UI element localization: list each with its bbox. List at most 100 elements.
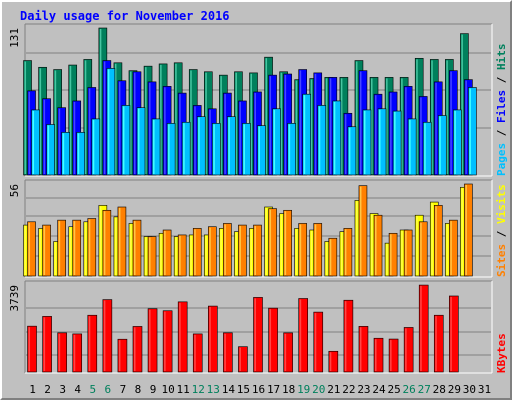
bar-kbytes-day-21: [328, 350, 339, 373]
x-tick-day-18: 18: [282, 383, 295, 396]
bar-highlight-kbytes-day-28: [435, 316, 437, 371]
bar-highlight-visits-day-20: [310, 231, 313, 275]
bar-highlight-kbytes-day-19: [299, 299, 302, 371]
bar-highlight-hits-day-1: [24, 61, 27, 174]
x-tick-day-20: 20: [312, 383, 325, 396]
bar-highlight-pages-day-24: [379, 109, 381, 174]
bar-highlight-sites-day-25: [390, 234, 392, 275]
bar-highlight-sites-day-28: [435, 206, 437, 275]
bar-highlight-files-day-18: [284, 75, 287, 174]
bar-highlight-pages-day-28: [439, 116, 441, 174]
bar-sites-day-26: [403, 229, 413, 277]
bar-highlight-visits-day-12: [190, 235, 192, 275]
bar-sites-day-5: [87, 218, 97, 277]
ylabel-part: Pages: [495, 143, 508, 176]
bar-highlight-kbytes-day-27: [420, 286, 422, 371]
bar-sites-day-15: [238, 224, 247, 277]
bar-pages-day-23: [362, 109, 372, 176]
x-tick-day-17: 17: [267, 383, 280, 396]
bar-highlight-sites-day-29: [450, 221, 452, 275]
bar-pages-day-15: [242, 123, 251, 176]
bar-kbytes-day-28: [433, 314, 444, 373]
bar-pages-day-12: [196, 116, 206, 176]
bar-highlight-sites-day-20: [314, 224, 317, 275]
bar-pages-day-22: [347, 126, 357, 176]
bar-highlight-sites-day-14: [224, 224, 226, 275]
bar-highlight-pages-day-12: [198, 117, 200, 174]
bar-sites-day-8: [132, 219, 142, 277]
bar-highlight-pages-day-11: [183, 123, 185, 174]
bar-highlight-kbytes-day-24: [375, 339, 377, 371]
bar-highlight-visits-day-21: [325, 242, 328, 275]
bar-kbytes-day-14: [223, 332, 233, 373]
bar-highlight-sites-day-7: [118, 208, 121, 275]
bar-highlight-files-day-6: [103, 61, 106, 174]
bar-sites-day-27: [418, 221, 428, 277]
x-tick-day-16: 16: [252, 383, 265, 396]
bar-highlight-hits-day-11: [175, 63, 177, 175]
bar-highlight-hits-day-25: [386, 78, 388, 174]
bar-pages-day-24: [377, 108, 387, 176]
bar-highlight-files-day-10: [164, 87, 166, 174]
bar-sites-day-1: [27, 221, 36, 277]
bar-highlight-hits-day-13: [205, 72, 207, 174]
bar-highlight-kbytes-day-26: [405, 328, 407, 371]
bar-pages-day-20: [317, 105, 327, 176]
bar-sites-day-6: [102, 209, 112, 277]
bar-kbytes-day-26: [403, 327, 414, 373]
x-tick-day-12: 12: [192, 383, 205, 396]
bar-highlight-hits-day-24: [371, 78, 373, 174]
bar-highlight-kbytes-day-6: [103, 300, 106, 371]
bar-highlight-pages-day-23: [363, 110, 366, 174]
bar-highlight-kbytes-day-21: [329, 352, 332, 371]
bar-highlight-visits-day-18: [280, 214, 283, 275]
bar-highlight-kbytes-day-18: [284, 333, 287, 371]
bar-highlight-pages-day-20: [318, 106, 321, 174]
bar-highlight-files-day-12: [194, 106, 196, 174]
bar-highlight-files-day-26: [405, 87, 407, 174]
bar-highlight-hits-day-29: [446, 60, 448, 174]
bar-highlight-visits-day-26: [401, 231, 403, 275]
bar-highlight-sites-day-19: [299, 224, 302, 275]
bar-highlight-sites-day-17: [269, 209, 272, 275]
bar-highlight-sites-day-4: [73, 221, 76, 275]
bar-highlight-sites-day-27: [420, 222, 422, 275]
bar-highlight-visits-day-25: [386, 244, 388, 275]
bar-pages-day-7: [121, 105, 131, 176]
chart-title: Daily usage for November 2016: [20, 9, 230, 23]
ylabel-part: Visits: [495, 184, 508, 224]
bar-highlight-sites-day-10: [164, 231, 166, 275]
bar-highlight-kbytes-day-15: [239, 347, 241, 371]
bar-kbytes-day-24: [373, 337, 384, 373]
bar-pages-day-5: [91, 118, 101, 176]
bar-highlight-pages-day-29: [454, 110, 456, 174]
bar-highlight-visits-day-8: [129, 224, 132, 275]
bar-pages-day-18: [287, 123, 296, 176]
ylabel-part: /: [495, 70, 508, 90]
bar-highlight-sites-day-2: [43, 226, 46, 275]
bar-highlight-pages-day-13: [213, 124, 215, 174]
bar-kbytes-day-1: [27, 325, 37, 373]
bar-highlight-files-day-2: [43, 99, 46, 174]
ylabel-part: /: [495, 123, 508, 143]
bar-highlight-sites-day-15: [239, 226, 241, 275]
bar-kbytes-day-16: [253, 297, 263, 373]
bar-pages-day-30: [468, 87, 477, 176]
bar-highlight-visits-day-16: [250, 229, 252, 275]
bar-highlight-visits-day-2: [39, 229, 42, 275]
bar-pages-day-3: [61, 132, 70, 176]
x-tick-day-7: 7: [120, 383, 127, 396]
bar-highlight-visits-day-15: [235, 232, 237, 275]
bar-highlight-visits-day-28: [431, 203, 433, 275]
bar-highlight-visits-day-30: [461, 188, 463, 275]
bar-sites-day-23: [358, 185, 368, 277]
bar-pages-day-17: [272, 108, 281, 176]
x-tick-day-11: 11: [177, 383, 190, 396]
bar-highlight-visits-day-3: [54, 242, 57, 275]
bar-highlight-pages-day-16: [258, 126, 260, 174]
bar-kbytes-day-27: [418, 284, 429, 373]
bar-highlight-visits-day-14: [220, 229, 222, 275]
bar-pages-day-9: [151, 118, 161, 176]
bar-highlight-files-day-17: [269, 76, 272, 174]
ymax-label-visits-sites: 56: [8, 184, 21, 197]
